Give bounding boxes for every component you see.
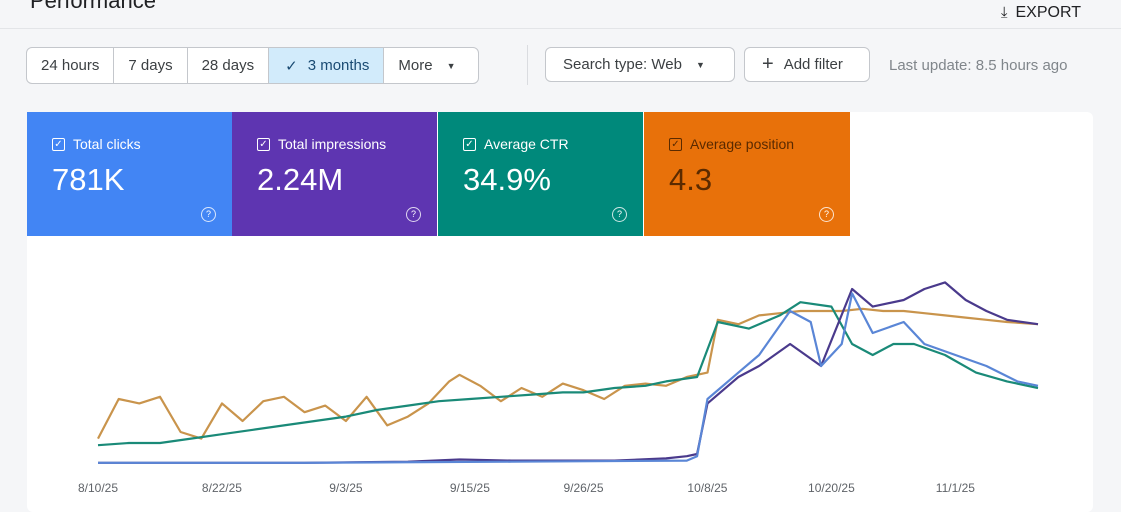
help-icon[interactable]: ? — [612, 207, 627, 222]
x-tick-label: 8/22/25 — [201, 481, 242, 495]
range-3-months[interactable]: ✓ 3 months — [269, 48, 385, 83]
range-24-hours[interactable]: 24 hours — [27, 48, 115, 83]
range-more-dropdown[interactable]: More ▼ — [398, 57, 456, 74]
dropdown-arrow-icon: ▼ — [446, 60, 456, 71]
x-tick-label: 8/10/25 — [77, 481, 119, 495]
x-tick-label: 10/20/25 — [808, 481, 855, 495]
download-icon: ⤓ — [1000, 4, 1008, 21]
search-type-dropdown[interactable]: Search type: Web ▼ — [545, 47, 735, 82]
metric-value: 2.24M — [257, 162, 344, 197]
metric-value: 4.3 — [669, 162, 713, 197]
metric-card-average-ctr[interactable]: ✓ Average CTR 34.9% ? — [438, 112, 643, 236]
checkbox-icon[interactable]: ✓ — [257, 137, 270, 151]
metric-card-total-impressions[interactable]: ✓ Total impressions 2.24M ? — [232, 112, 437, 236]
x-tick-label: 9/26/25 — [563, 481, 604, 495]
metric-value: 34.9% — [463, 162, 551, 197]
x-tick-label: 10/8/25 — [687, 481, 728, 495]
check-icon: ✓ — [285, 57, 298, 75]
range-7-days[interactable]: 7 days — [114, 48, 188, 83]
x-tick-label: 11/1/25 — [935, 481, 975, 495]
last-update-text: Last update: 8.5 hours ago — [889, 57, 1068, 74]
x-tick-label: 9/3/25 — [329, 481, 363, 495]
checkbox-icon[interactable]: ✓ — [52, 137, 65, 151]
export-button[interactable]: ⤓ EXPORT — [1001, 4, 1081, 22]
plus-icon: + — [762, 53, 774, 75]
add-filter-button[interactable]: + Add filter — [744, 47, 870, 82]
help-icon[interactable]: ? — [406, 207, 421, 222]
page-title: Performance — [30, 0, 156, 13]
checkbox-icon[interactable]: ✓ — [463, 137, 476, 151]
x-tick-label: 9/15/25 — [449, 481, 490, 495]
help-icon[interactable]: ? — [819, 207, 834, 222]
export-label: EXPORT — [1015, 4, 1082, 21]
toolbar-divider — [527, 45, 528, 85]
metric-card-total-clicks[interactable]: ✓ Total clicks 781K ? — [27, 112, 232, 236]
header-divider — [0, 28, 1121, 29]
help-icon[interactable]: ? — [201, 207, 216, 222]
dropdown-arrow-icon: ▼ — [695, 59, 705, 70]
range-28-days[interactable]: 28 days — [188, 48, 270, 83]
date-range-selector: 24 hours 7 days 28 days ✓ 3 months More ▼ — [26, 47, 479, 84]
metric-value: 781K — [52, 162, 125, 197]
metric-card-average-position[interactable]: ✓ Average position 4.3 ? — [644, 112, 850, 236]
checkbox-icon[interactable]: ✓ — [669, 137, 682, 151]
